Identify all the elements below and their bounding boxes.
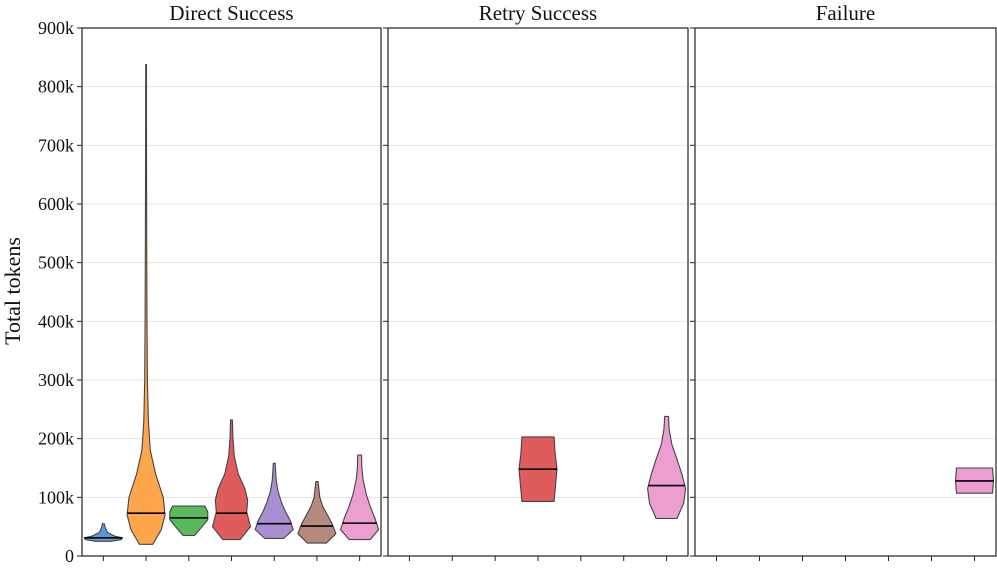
violin-body bbox=[254, 462, 294, 539]
violin-body bbox=[211, 419, 252, 541]
y-tick-label: 100k bbox=[38, 487, 74, 507]
y-tick-label: 500k bbox=[38, 253, 74, 273]
y-tick-label: 400k bbox=[38, 311, 74, 331]
panel-frame bbox=[387, 27, 689, 557]
violin-body bbox=[169, 505, 209, 537]
y-tick-label: 600k bbox=[38, 194, 74, 214]
panel-failure: Failure bbox=[690, 1, 997, 561]
y-tick-label: 200k bbox=[38, 429, 74, 449]
violin-body bbox=[126, 63, 166, 545]
y-tick-label: 0 bbox=[65, 546, 74, 566]
y-axis-label: Total tokens bbox=[0, 237, 25, 345]
violin-body bbox=[340, 454, 380, 541]
violin-body bbox=[297, 480, 337, 544]
y-tick-label: 700k bbox=[38, 135, 74, 155]
panel-direct-success: Direct Success bbox=[77, 1, 382, 561]
y-tick-label: 800k bbox=[38, 77, 74, 97]
violin-body bbox=[83, 523, 123, 542]
panel-frame bbox=[81, 27, 382, 557]
panel-title: Failure bbox=[816, 1, 875, 25]
violin-body bbox=[647, 415, 687, 520]
y-tick-label: 300k bbox=[38, 370, 74, 390]
panel-title: Retry Success bbox=[479, 1, 597, 25]
panel-retry-success: Retry Success bbox=[383, 1, 689, 561]
panel-frame bbox=[694, 27, 997, 557]
y-tick-label: 900k bbox=[38, 18, 74, 38]
panel-title: Direct Success bbox=[169, 1, 293, 25]
